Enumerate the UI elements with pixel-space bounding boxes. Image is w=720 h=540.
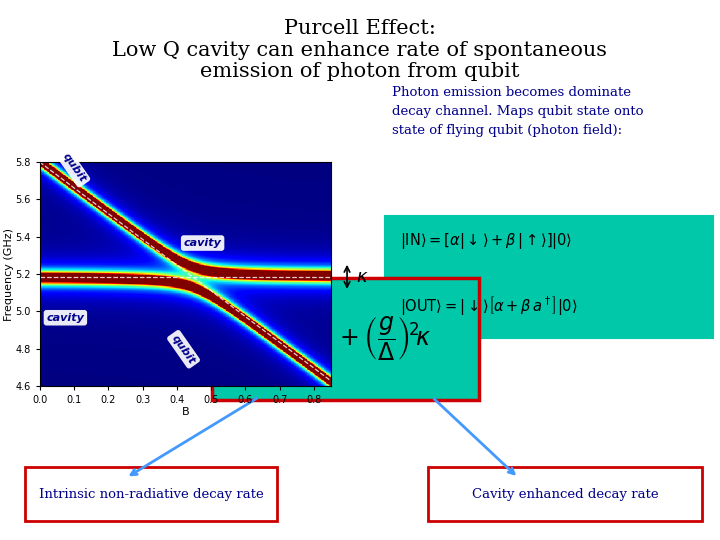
Text: cavity: cavity	[184, 238, 222, 248]
Text: Low Q cavity can enhance rate of spontaneous: Low Q cavity can enhance rate of spontan…	[112, 40, 608, 59]
X-axis label: B: B	[181, 407, 189, 416]
Text: emission of photon from qubit: emission of photon from qubit	[200, 62, 520, 81]
FancyBboxPatch shape	[428, 467, 702, 521]
Text: qubit: qubit	[170, 333, 197, 366]
Y-axis label: Frequency (GHz): Frequency (GHz)	[4, 227, 14, 321]
Text: Photon emission becomes dominate
decay channel. Maps qubit state onto
state of f: Photon emission becomes dominate decay c…	[392, 86, 644, 137]
Text: $\gamma = \gamma_\perp + \left(\dfrac{g}{\Delta}\right)^{\!2}\!\kappa$: $\gamma = \gamma_\perp + \left(\dfrac{g}…	[259, 315, 432, 363]
Text: $\kappa$: $\kappa$	[356, 268, 368, 286]
FancyBboxPatch shape	[385, 216, 713, 338]
Text: $|{\rm IN}\rangle = \left[\alpha|\downarrow\rangle + \beta\,|\uparrow\rangle\rig: $|{\rm IN}\rangle = \left[\alpha|\downar…	[400, 231, 572, 251]
FancyBboxPatch shape	[25, 467, 277, 521]
Text: Purcell Effect:: Purcell Effect:	[284, 19, 436, 38]
Text: cavity: cavity	[47, 313, 84, 323]
Text: Cavity enhanced decay rate: Cavity enhanced decay rate	[472, 488, 659, 501]
Text: $|{\rm OUT}\rangle = |\downarrow\rangle\left[\alpha + \beta\,a^\dagger\right]|0\: $|{\rm OUT}\rangle = |\downarrow\rangle\…	[400, 294, 577, 318]
FancyBboxPatch shape	[212, 278, 479, 400]
Text: qubit: qubit	[60, 152, 87, 185]
Text: Intrinsic non-radiative decay rate: Intrinsic non-radiative decay rate	[39, 488, 264, 501]
